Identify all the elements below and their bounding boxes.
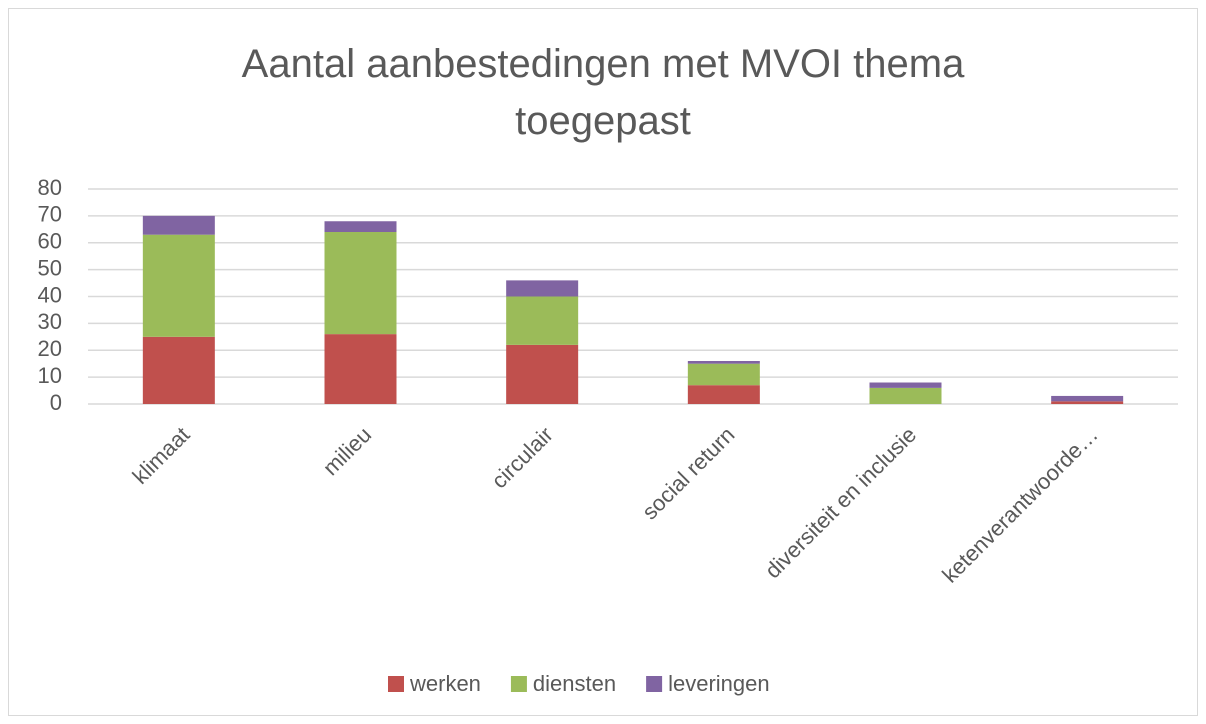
chart-frame [8, 8, 1198, 716]
bar-segment [687, 363, 760, 386]
bar-segment [687, 385, 760, 404]
x-tick-label: diversiteit en inclusie [760, 422, 921, 583]
bar-segment [1051, 395, 1124, 402]
y-tick-label: 30 [38, 309, 62, 334]
bar-segment [869, 387, 942, 404]
legend-label: werken [409, 671, 481, 696]
y-tick-label: 60 [38, 229, 62, 254]
bar-segment [142, 336, 215, 404]
x-tick-label: circulair [487, 422, 558, 493]
y-tick-label: 0 [50, 390, 62, 415]
bar-segment [142, 215, 215, 235]
x-tick-label: klimaat [128, 422, 195, 489]
bar-segment [324, 221, 397, 232]
y-tick-label: 80 [38, 175, 62, 200]
bar-segment [142, 234, 215, 337]
y-tick-label: 20 [38, 336, 62, 361]
bar-segment [324, 334, 397, 404]
legend-label: leveringen [668, 671, 770, 696]
bar-segment [506, 344, 579, 404]
y-tick-label: 10 [38, 363, 62, 388]
y-tick-label: 40 [38, 282, 62, 307]
legend-swatch [510, 676, 527, 692]
x-tick-label: social return [637, 422, 739, 524]
bar-segment [506, 296, 579, 345]
bar-segment [687, 361, 760, 364]
chart-title: Aantal aanbestedingen met MVOI thema toe… [241, 42, 965, 143]
bar-segment [506, 280, 579, 297]
legend-label: diensten [533, 671, 616, 696]
y-tick-label: 50 [38, 255, 62, 280]
x-tick-label: ketenverantwoorde… [937, 422, 1103, 588]
bar-segment [324, 232, 397, 335]
legend-swatch [388, 676, 404, 692]
x-tick-label: milieu [318, 422, 376, 480]
bar-segment [1051, 401, 1124, 404]
bar-segment [869, 382, 942, 388]
legend-swatch [646, 676, 663, 692]
y-tick-label: 70 [38, 202, 62, 227]
